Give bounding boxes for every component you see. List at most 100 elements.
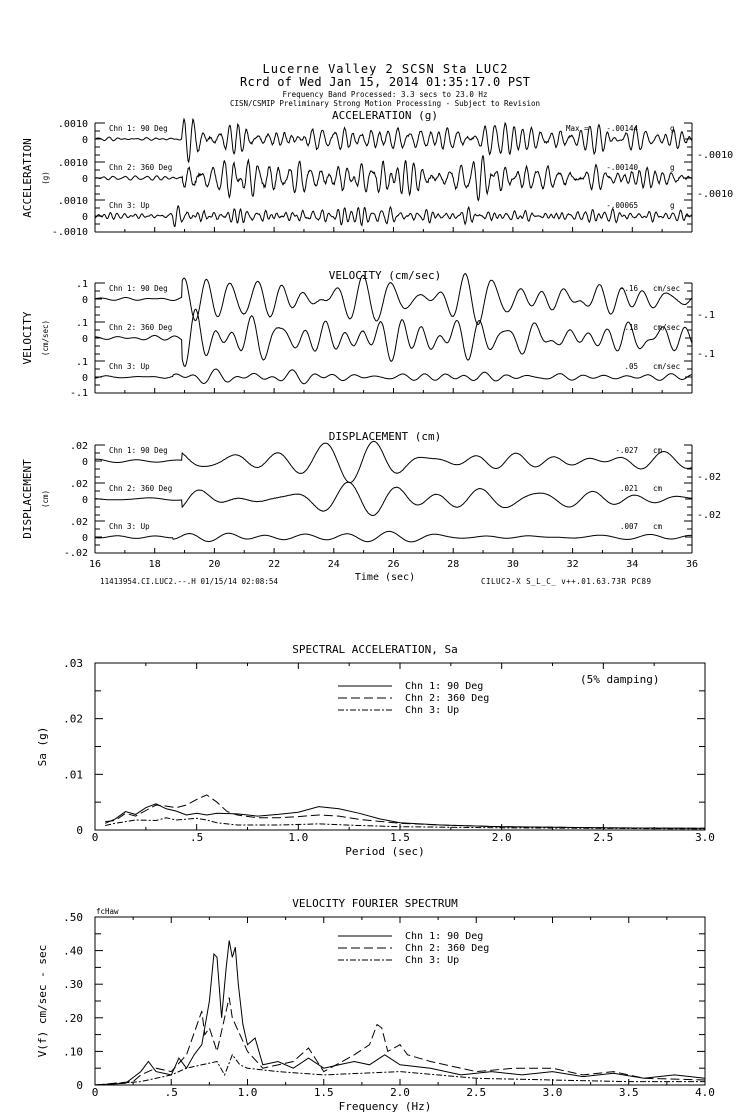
waveform-trace [95,440,693,484]
y-tick-label: 0 [82,212,88,223]
peak-unit: g [670,163,675,172]
time-history-panel-displacement: DISPLACEMENT (cm) DISPLACEMENT (cm) .02 0 -.0… [21,430,721,570]
y-tick-label: -.1 [697,310,715,321]
y-tick-label: .02 [70,479,88,490]
x-tick-label: 20 [208,559,220,570]
y-tick-label: .50 [63,911,83,924]
series-line-chn2 [94,997,706,1086]
y-tick-label: .0010 [58,196,88,207]
waveform-trace [94,154,693,202]
channel-label: Chn 1: 90 Deg [109,284,168,293]
velocity-fourier-spectrum-chart: VELOCITY FOURIER SPECTRUM 0 .5 1.0 1.5 2.0 2.5… [36,897,715,1113]
waveform-trace [94,205,693,227]
series-line-chn1 [105,803,706,829]
y-tick-label: -.0010 [697,189,733,200]
peak-value: -.00065 [606,201,638,210]
y-tick-label: .02 [63,713,83,726]
y-tick-label: .30 [63,978,83,991]
spectral-acceleration-chart: SPECTRAL ACCELERATION, Sa 0 .5 1.0 1.5 2.0 2.5… [36,643,715,858]
y-axis-label: Sa (g) [36,727,49,767]
x-axis-label: Frequency (Hz) [339,1100,432,1113]
header: Lucerne Valley 2 SCSN Sta LUC2 Rcrd of W… [230,62,540,108]
channel-label: Chn 3: Up [109,201,150,210]
peak-value: .021 [620,484,638,493]
channel-trace-group: .02 0 -.02 Chn 3: Up .007 cm [64,517,692,559]
station-title: Lucerne Valley 2 SCSN Sta LUC2 [263,62,508,76]
peak-unit: cm [653,484,663,493]
x-tick-label: 32 [567,559,579,570]
panel-title: DISPLACEMENT (cm) [329,430,442,443]
channel-trace-group: .1 0 -.1 Chn 3: Up .05 cm/sec [70,357,693,399]
x-axis-label: Period (sec) [345,845,424,858]
x-tick-label: 3.0 [695,831,715,844]
x-tick-label: 28 [447,559,459,570]
waveform-trace [94,481,693,517]
y-tick-label: 0 [82,495,88,506]
y-tick-label: .1 [76,279,88,290]
y-tick-label: 0 [82,174,88,185]
channel-trace-group: .1 0 -.1 Chn 1: 90 Deg -.16 cm/sec [76,273,715,326]
y-tick-label: -.02 [697,510,721,521]
y-axis-label: V(f) cm/sec - sec [36,945,49,1058]
y-tick-label: -.1 [70,388,88,399]
x-tick-label: 22 [268,559,280,570]
channel-trace-group: .02 0 -.02 Chn 1: 90 Deg -.027 cm [70,440,721,484]
y-tick-label: -.0010 [52,227,88,238]
x-tick-label: 24 [328,559,340,570]
x-tick-label: 0 [92,1086,99,1099]
waveform-trace [94,117,693,164]
x-tick-label: 1.5 [390,831,410,844]
x-tick-label: 1.0 [238,1086,258,1099]
time-history-panel-velocity: VELOCITY (cm/sec) VELOCITY (cm/sec) .1 0 -.1 C… [21,269,715,399]
x-tick-label: 3.5 [619,1086,639,1099]
y-tick-label: .0010 [58,158,88,169]
waveform-trace [94,273,693,326]
channel-label: Chn 3: Up [109,362,150,371]
x-tick-label: 0 [92,831,99,844]
record-date: Rcrd of Wed Jan 15, 2014 01:35:17.0 PST [240,75,530,89]
peak-unit: cm/sec [653,362,680,371]
waveform-trace [94,368,693,385]
channel-label: Chn 1: 90 Deg [109,446,168,455]
corner-label: fcHaw [96,907,119,916]
peak-unit: cm/sec [653,284,680,293]
y-tick-label: -.0010 [697,150,733,161]
y-axis-unit: (cm/sec) [41,320,50,356]
y-tick-label: .01 [63,768,83,781]
y-tick-label: -.1 [697,349,715,360]
y-tick-label: .02 [70,441,88,452]
series-line-chn2 [105,794,706,829]
x-tick-label: 30 [507,559,519,570]
legend-label: Chn 2: 360 Deg [405,943,489,954]
waveform-trace [94,308,693,368]
x-tick-label: 2.0 [390,1086,410,1099]
panel-title: ACCELERATION (g) [332,109,438,122]
peak-value: -.00144 [606,124,638,133]
channel-label: Chn 2: 360 Deg [109,323,172,332]
record-id: 11413954.CI.LUC2.--.H 01/15/14 02:08:54 [100,577,278,586]
legend-label: Chn 3: Up [405,705,459,716]
chart-title: VELOCITY FOURIER SPECTRUM [292,897,458,910]
damping-annotation: (5% damping) [580,673,659,686]
plot-frame [94,916,706,1086]
y-tick-label: -.02 [64,548,88,559]
y-tick-label: 0 [82,457,88,468]
frequency-band: Frequency Band Processed: 3.3 secs to 23… [283,90,488,99]
y-tick-label: .0010 [58,119,88,130]
y-tick-label: 0 [82,135,88,146]
y-tick-label: 0 [82,533,88,544]
series-line-chn3 [105,817,706,830]
time-history-panel-acceleration: ACCELERATION (g) ACCELERATION (g) .0010 0 -.0… [21,109,733,238]
y-tick-label: 0 [82,334,88,345]
x-tick-label: 2.0 [492,831,512,844]
x-tick-label: 16 [89,559,101,570]
processing-note: CISN/CSMIP Preliminary Strong Motion Pro… [230,99,540,108]
peak-value: .007 [620,522,638,531]
series-line-chn1 [94,940,706,1086]
y-tick-label: .1 [76,318,88,329]
legend-label: Chn 2: 360 Deg [405,693,489,704]
y-tick-label: .1 [76,357,88,368]
